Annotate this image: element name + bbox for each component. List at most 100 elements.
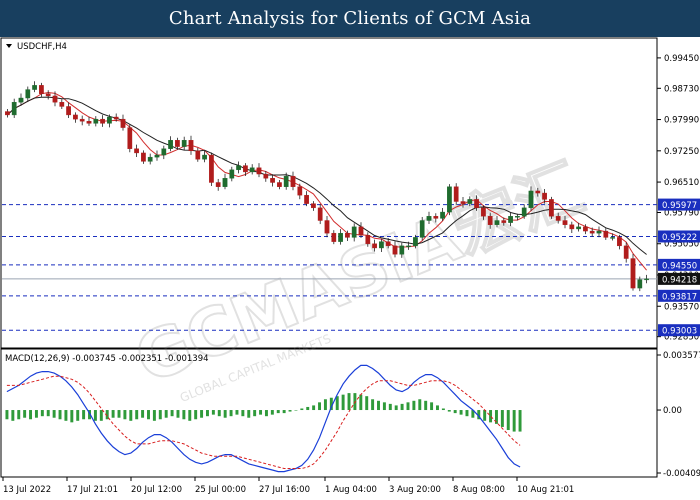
candle-body	[39, 85, 44, 94]
macd-histogram-bar	[459, 410, 463, 415]
level-label-3-box	[658, 289, 700, 302]
macd-histogram-bar	[17, 410, 21, 420]
macd-histogram-bar	[211, 410, 215, 415]
candle-body	[154, 154, 160, 158]
macd-histogram-bar	[500, 410, 504, 427]
macd-histogram-bar	[111, 410, 115, 418]
candle-body	[603, 230, 609, 238]
time-tick-label: 13 Jul 2022	[3, 485, 51, 495]
symbol-dropdown-icon[interactable]	[6, 44, 12, 48]
macd-histogram-bar	[300, 408, 304, 411]
macd-histogram-bar	[483, 410, 487, 421]
macd-histogram-bar	[294, 410, 298, 411]
candle-body	[317, 207, 323, 221]
candle-body	[229, 169, 235, 179]
level-label-1-box	[658, 230, 700, 243]
candle-body	[256, 167, 262, 175]
macd-histogram-bar	[99, 410, 103, 421]
candle-body	[501, 220, 507, 223]
macd-histogram-bar	[465, 410, 469, 417]
macd-histogram-bar	[70, 410, 74, 423]
macd-histogram-bar	[82, 410, 86, 420]
macd-histogram-bar	[412, 400, 416, 411]
macd-histogram-bar	[217, 410, 221, 417]
report-title: Chart Analysis for Clients of GCM Asia	[168, 8, 532, 29]
report-header: Chart Analysis for Clients of GCM Asia	[0, 0, 700, 37]
price-panel	[0, 37, 658, 349]
candle-body	[617, 237, 622, 247]
current-price-label-text: 0.94218	[662, 275, 697, 285]
macd-histogram-bar	[406, 402, 410, 411]
macd-histogram-bar	[235, 410, 239, 415]
candle-body	[297, 186, 303, 196]
macd-histogram-bar	[506, 410, 510, 431]
macd-histogram-bar	[318, 402, 322, 411]
time-tick-label: 27 Jul 16:00	[259, 485, 310, 495]
macd-histogram-bar	[229, 410, 233, 417]
macd-histogram-bar	[11, 410, 15, 421]
macd-histogram-bar	[194, 410, 198, 420]
candle-body	[569, 224, 575, 230]
macd-histogram-bar	[518, 410, 522, 432]
candle-body	[413, 237, 418, 247]
macd-histogram-bar	[447, 410, 451, 412]
macd-line	[6, 364, 521, 473]
macd-histogram-bar	[382, 402, 386, 411]
macd-histogram-bar	[164, 410, 168, 418]
candles	[5, 81, 649, 292]
candle-body	[358, 226, 364, 236]
candle-body	[385, 241, 391, 247]
macd-histogram-bar	[88, 410, 91, 420]
candle-body	[290, 175, 296, 187]
price-tick-label: 0.93570	[664, 302, 699, 312]
candle-body	[583, 226, 588, 232]
candle-body	[549, 199, 554, 217]
price-tick-label: 0.99450	[664, 54, 699, 64]
candle-body	[324, 220, 330, 234]
candle-body	[589, 230, 595, 234]
candle-body	[59, 102, 65, 107]
chart-area: GCMASIA宏汇 GLOBAL CAPITAL MARKETS 0.99450…	[0, 37, 700, 495]
macd-histogram-bar	[76, 410, 80, 421]
candle-body	[460, 201, 466, 204]
candle-body	[508, 216, 513, 223]
candle-body	[419, 220, 425, 238]
macd-histogram-bar	[329, 397, 333, 411]
macd-histogram-bar	[223, 410, 227, 418]
macd-histogram-bar	[341, 394, 345, 411]
macd-label: MACD(12,26,9) -0.003745 -0.002351 -0.001…	[5, 354, 209, 364]
candle-body	[596, 230, 602, 234]
symbol-label: USDCHF,H4	[17, 42, 67, 52]
macd-histogram-bar	[312, 405, 316, 411]
macd-histogram-bar	[117, 410, 121, 418]
time-tick-label: 20 Jul 12:00	[131, 485, 182, 495]
price-tick-label: 0.98730	[664, 84, 699, 94]
candle-body	[120, 118, 126, 128]
macd-histogram-bar	[494, 410, 498, 424]
candle-body	[433, 216, 439, 219]
macd-histogram-bar	[264, 410, 268, 417]
macd-histogram-bar	[64, 410, 68, 421]
level-label-1-text: 0.95222	[662, 233, 697, 243]
candle-body	[66, 106, 71, 116]
candle-body	[487, 216, 493, 225]
macd-histogram-bar	[335, 396, 339, 411]
macd-histogram-bar	[200, 410, 204, 418]
macd-histogram-bar	[253, 410, 257, 417]
macd-histogram-bar	[424, 400, 428, 411]
candle-body	[147, 156, 153, 162]
candle-body	[576, 226, 581, 230]
macd-histogram-bar	[323, 399, 327, 411]
candle-body	[243, 165, 248, 173]
macd-histogram-bar	[247, 410, 251, 418]
macd-histogram-bar	[377, 400, 380, 411]
candle-body	[365, 235, 371, 244]
candle-body	[73, 114, 78, 120]
macd-histogram-bar	[276, 410, 280, 414]
candle-body	[236, 165, 241, 171]
candle-body	[283, 175, 289, 187]
candle-body	[535, 190, 541, 194]
candle-body	[202, 154, 207, 160]
candle-body	[100, 118, 105, 124]
candle-body	[161, 148, 167, 156]
